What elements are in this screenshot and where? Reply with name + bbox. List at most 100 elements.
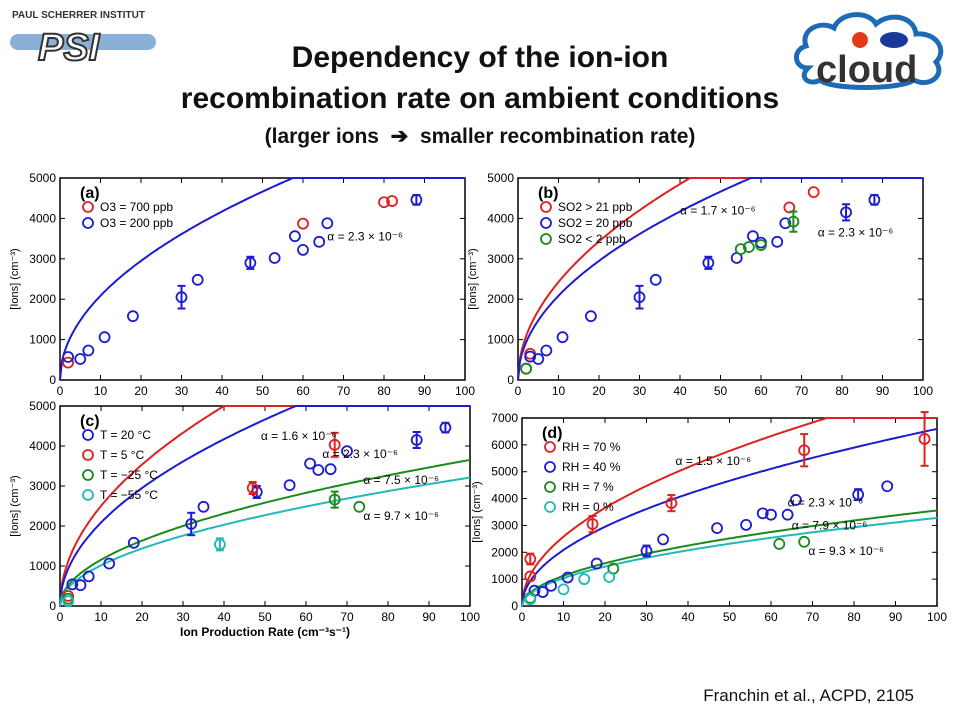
y-tick-label-c: 4000 [29,439,56,453]
panel-c: 0 10 20 30 40 50 60 70 80 90 100010002000300040005… [9,399,480,639]
x-tick-label-c: 20 [135,610,149,624]
legend-label-c: T = −25 °C [100,468,158,482]
planet-icon [880,32,908,48]
data-point-b-1 [779,217,792,230]
y-tick-label-c: 3000 [29,479,56,493]
cloud-logo: cloud [794,12,944,91]
x-tick-label-a: 70 [337,384,351,398]
fit-curve-d-3 [521,516,938,607]
data-point-a-0 [378,196,390,209]
data-point-d-1 [711,522,723,535]
data-point-b-0 [807,186,820,199]
y-axis-label-b: [Ions] (cm⁻³) [467,248,479,309]
alpha-annotation-c: α = 7.5 × 10⁻⁶ [363,473,439,487]
data-point-d-2 [773,538,786,550]
fit-curve-d-1 [521,427,938,607]
x-tick-label-a: 90 [418,384,432,398]
x-axis-label-c: Ion Production Rate (cm⁻³s⁻¹) [180,625,350,639]
x-tick-label-d: 70 [806,610,820,624]
data-point-b-1 [868,193,881,206]
legend-marker-d [544,481,556,493]
panel-d: 0 10 20 30 40 50 60 70 80 90 100010002000300040005… [471,411,947,624]
data-point-a-1 [288,230,301,243]
data-point-d-0 [918,433,931,445]
fit-curve-c-1 [59,405,470,607]
x-tick-label-d: 100 [927,610,947,624]
legend-marker-a [82,217,94,229]
data-point-c-0 [410,434,423,446]
data-point-d-1 [561,571,574,584]
x-tick-label-b: 100 [913,384,933,398]
data-point-c-0 [324,463,337,476]
data-point-a-1 [410,193,423,206]
y-tick-label-b: 0 [507,373,514,387]
data-point-b-1 [540,344,553,357]
y-tick-label-b: 3000 [487,252,514,266]
y-tick-label-a: 3000 [29,252,56,266]
data-point-b-2 [734,243,747,256]
cloud-logo-mark: cloud [816,49,917,91]
data-point-d-2 [798,535,811,548]
data-point-c-0 [283,479,296,492]
data-point-b-2 [787,215,800,228]
data-point-a-1 [313,235,326,248]
data-point-c-0 [197,500,210,513]
y-tick-label-d: 6000 [491,438,518,452]
data-point-d-1 [657,533,669,546]
fit-curve-b-1 [517,177,923,381]
data-point-b-2 [520,362,532,375]
x-tick-label-d: 90 [889,610,903,624]
panel-label-c: (c) [80,413,100,430]
x-tick-label-b: 80 [835,384,849,398]
data-point-d-1 [781,508,794,521]
fit-curve-c-2 [59,458,471,607]
y-tick-label-c: 5000 [29,399,56,413]
panel-label-d: (d) [542,425,562,442]
alpha-annotation-c: α = 1.6 × 10⁻⁶ [261,429,337,443]
legend-marker-b [540,233,552,245]
data-point-b-1 [840,206,852,219]
data-point-b-1 [524,350,537,363]
data-point-d-0 [665,497,678,510]
y-tick-label-b: 5000 [487,171,514,185]
alpha-annotation-d: α = 7.9 × 10⁻⁶ [792,518,868,532]
x-tick-label-b: 70 [795,384,809,398]
alpha-annotation-d: α = 2.3 × 10⁻⁶ [788,496,864,510]
alpha-annotation-c: α = 2.3 × 10⁻⁶ [322,447,398,461]
alpha-annotation-c: α = 9.7 × 10⁻⁶ [363,509,439,523]
legend-marker-d [544,501,556,513]
x-tick-label-c: 30 [176,610,190,624]
y-tick-label-d: 1000 [491,572,518,586]
x-tick-label-d: 0 [519,610,526,624]
x-tick-label-b: 50 [714,384,728,398]
data-point-b-2 [755,239,767,251]
y-tick-label-a: 2000 [29,292,56,306]
data-point-a-1 [191,273,204,286]
y-axis-label-c: [Ions] (cm⁻³) [9,475,21,536]
legend-label-c: T = 5 °C [100,448,145,462]
legend-label-c: T = 20 °C [100,428,151,442]
data-point-c-3 [62,595,75,608]
y-tick-label-a: 0 [49,373,56,387]
data-point-c-0 [74,579,87,592]
data-point-a-1 [98,331,111,344]
legend-label-a: O3 = 200 ppb [100,216,173,230]
data-point-d-3 [557,583,570,596]
data-point-c-2 [353,500,366,513]
fit-curve-d-2 [521,509,938,607]
y-tick-label-c: 0 [49,599,56,613]
legend-label-d: RH = 7 % [562,480,614,494]
x-tick-label-d: 80 [847,610,861,624]
alpha-annotation-d: α = 1.5 × 10⁻⁶ [676,454,752,468]
legend-marker-d [544,441,556,453]
x-tick-label-b: 20 [592,384,606,398]
data-point-b-1 [585,310,597,323]
x-tick-label-a: 60 [296,384,310,398]
y-tick-label-d: 4000 [491,492,518,506]
x-tick-label-d: 50 [723,610,737,624]
data-point-b-1 [771,235,784,248]
x-tick-label-b: 0 [515,384,522,398]
data-point-a-1 [268,252,281,264]
legend-label-d: RH = 70 % [562,440,621,454]
alpha-annotation-b: α = 1.7 × 10⁻⁶ [680,203,756,217]
